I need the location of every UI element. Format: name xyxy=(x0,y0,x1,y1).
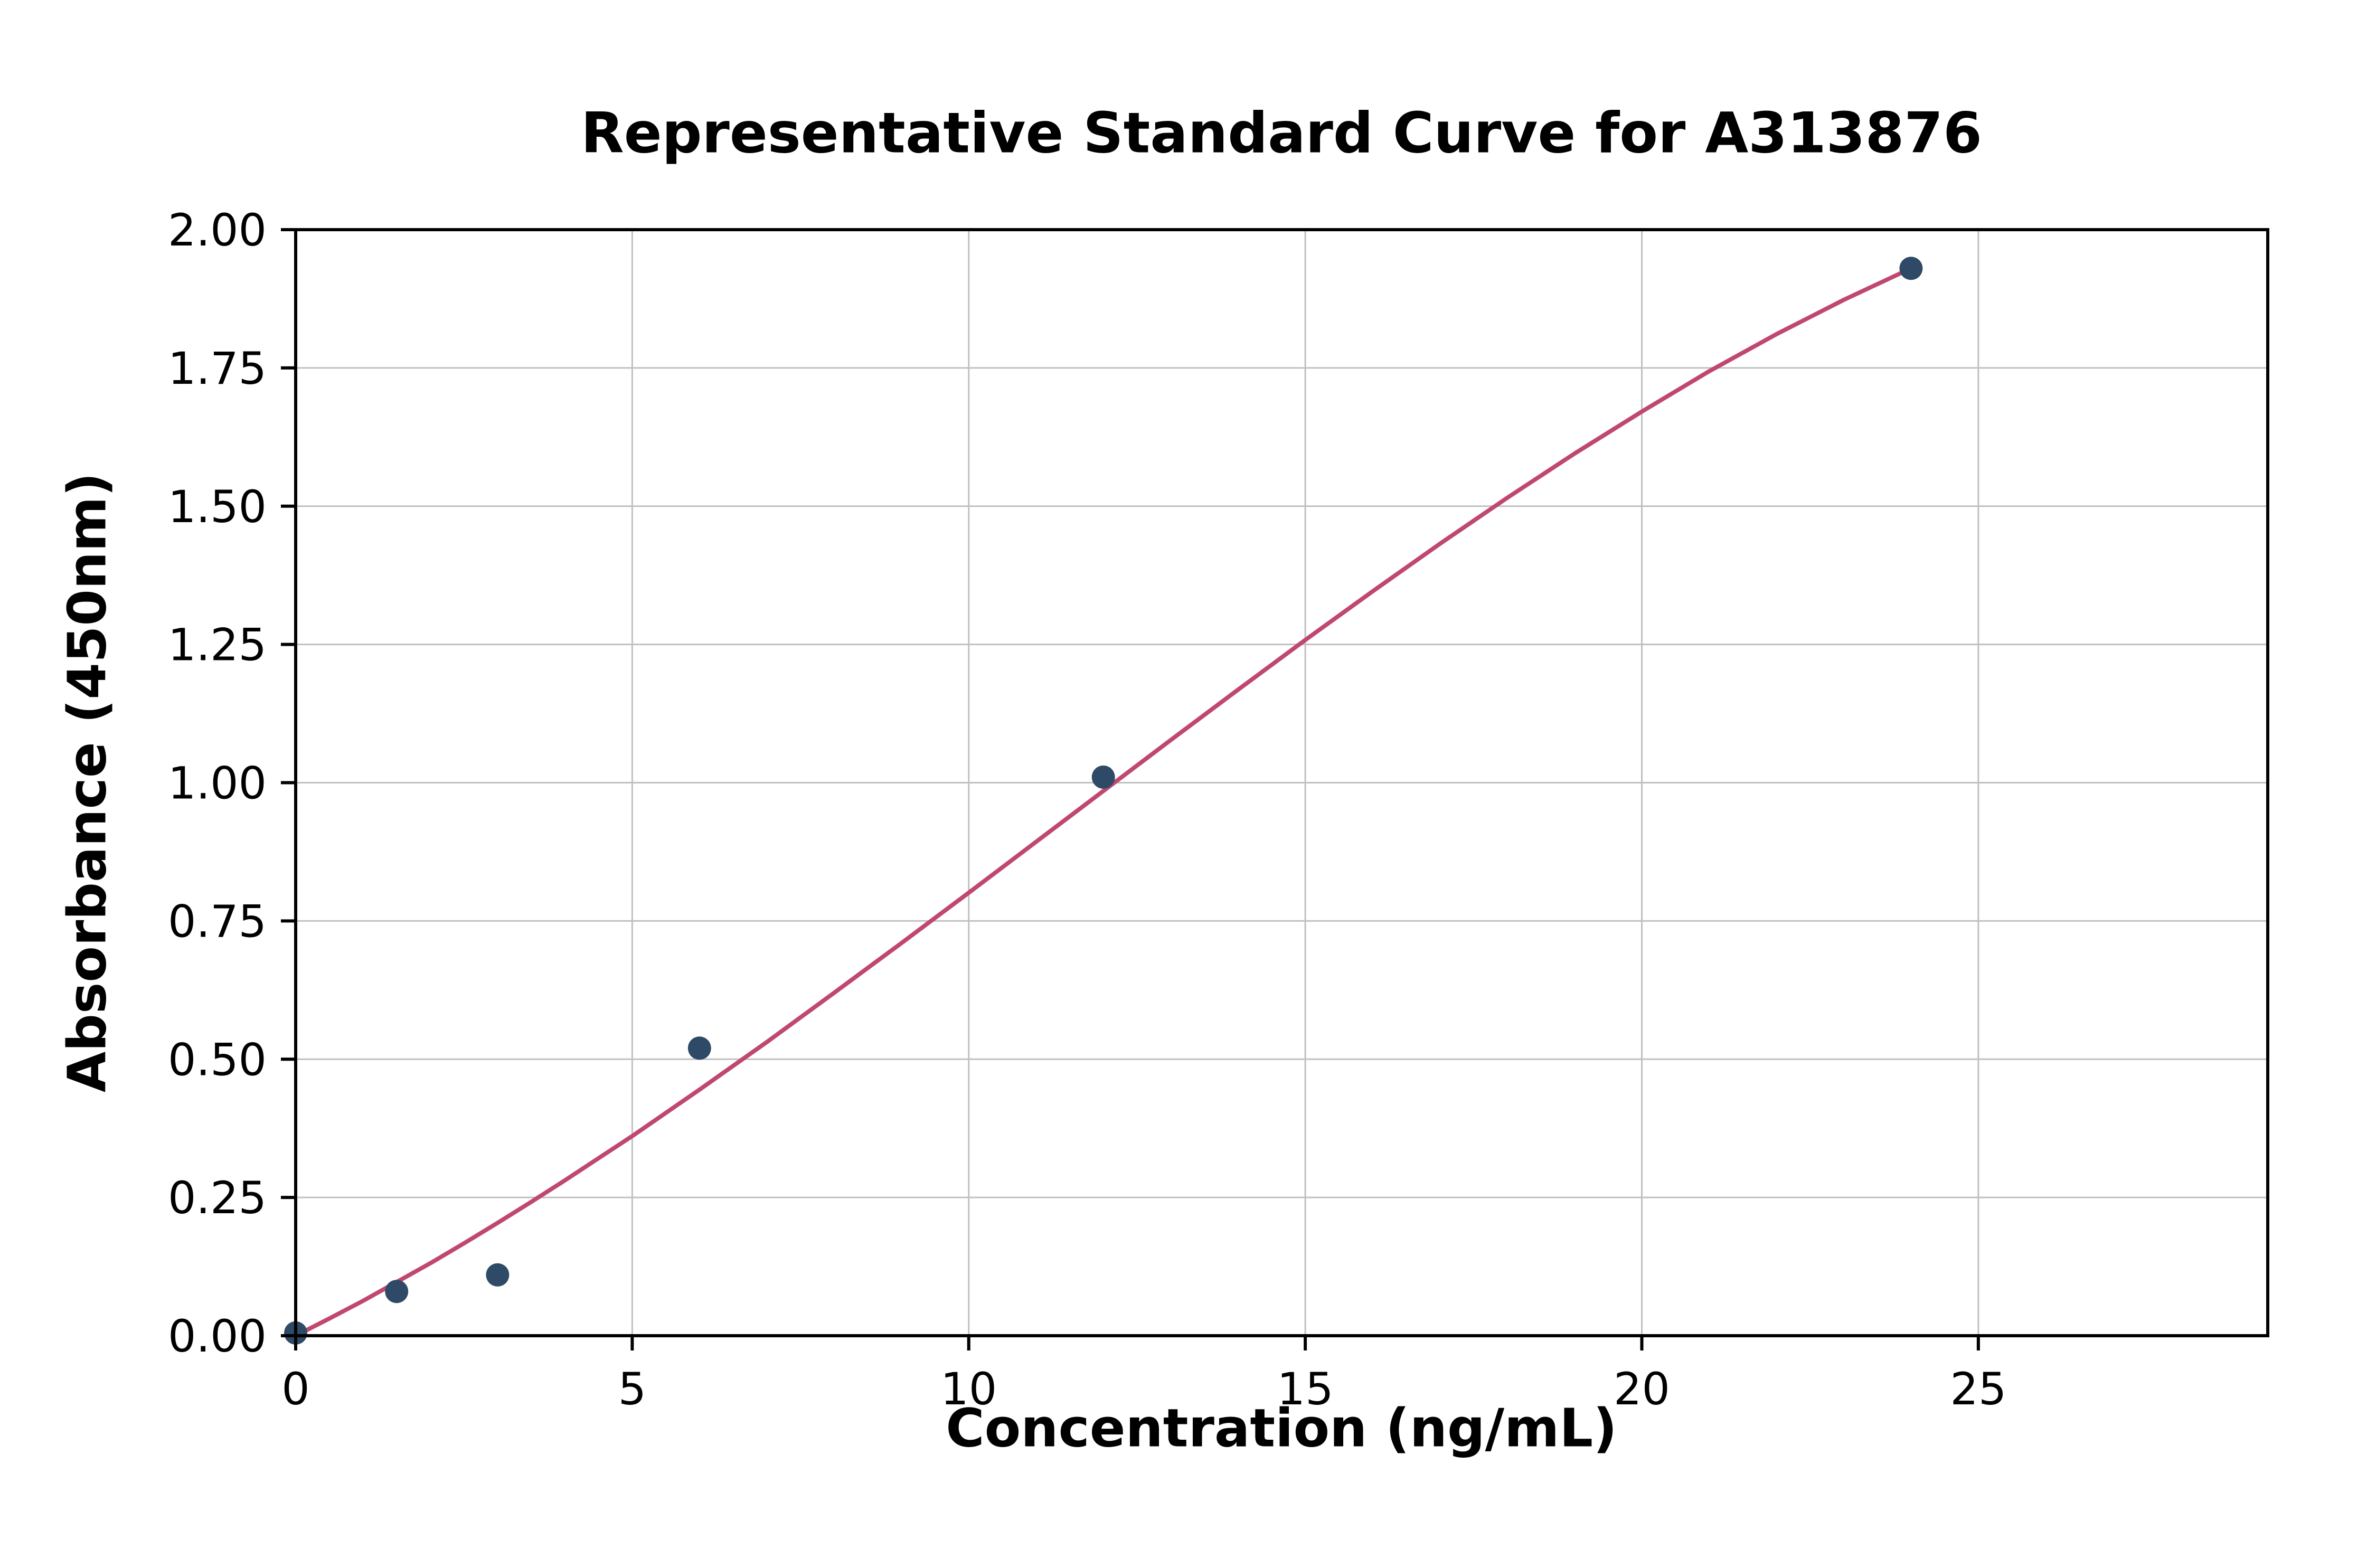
x-tick-label: 5 xyxy=(618,1363,646,1415)
y-tick-label: 0.75 xyxy=(168,895,267,947)
data-point xyxy=(1091,766,1115,789)
y-tick-label: 2.00 xyxy=(168,204,267,256)
y-axis-label: Absorbance (450nm) xyxy=(56,472,118,1093)
y-tick-label: 0.50 xyxy=(168,1034,267,1085)
data-point xyxy=(687,1036,711,1060)
data-point xyxy=(1899,257,1923,280)
x-tick-label: 10 xyxy=(940,1363,997,1415)
fitted-curve xyxy=(294,266,1913,1338)
x-axis-label: Concentration (ng/mL) xyxy=(946,1397,1617,1459)
y-tick-label: 1.00 xyxy=(168,758,267,809)
data-point xyxy=(486,1263,510,1287)
y-tick-label: 1.75 xyxy=(168,343,267,394)
x-tick-label: 15 xyxy=(1277,1363,1334,1415)
y-tick-label: 0.00 xyxy=(168,1310,267,1362)
y-tick-label: 1.25 xyxy=(168,619,267,671)
x-tick-label: 0 xyxy=(281,1363,309,1415)
y-tick-label: 0.25 xyxy=(168,1172,267,1224)
x-tick-label: 20 xyxy=(1614,1363,1670,1415)
y-tick-label: 1.50 xyxy=(168,481,267,533)
data-point xyxy=(385,1280,409,1303)
x-tick-label: 25 xyxy=(1950,1363,2006,1415)
chart-title: Representative Standard Curve for A31387… xyxy=(581,100,1982,166)
